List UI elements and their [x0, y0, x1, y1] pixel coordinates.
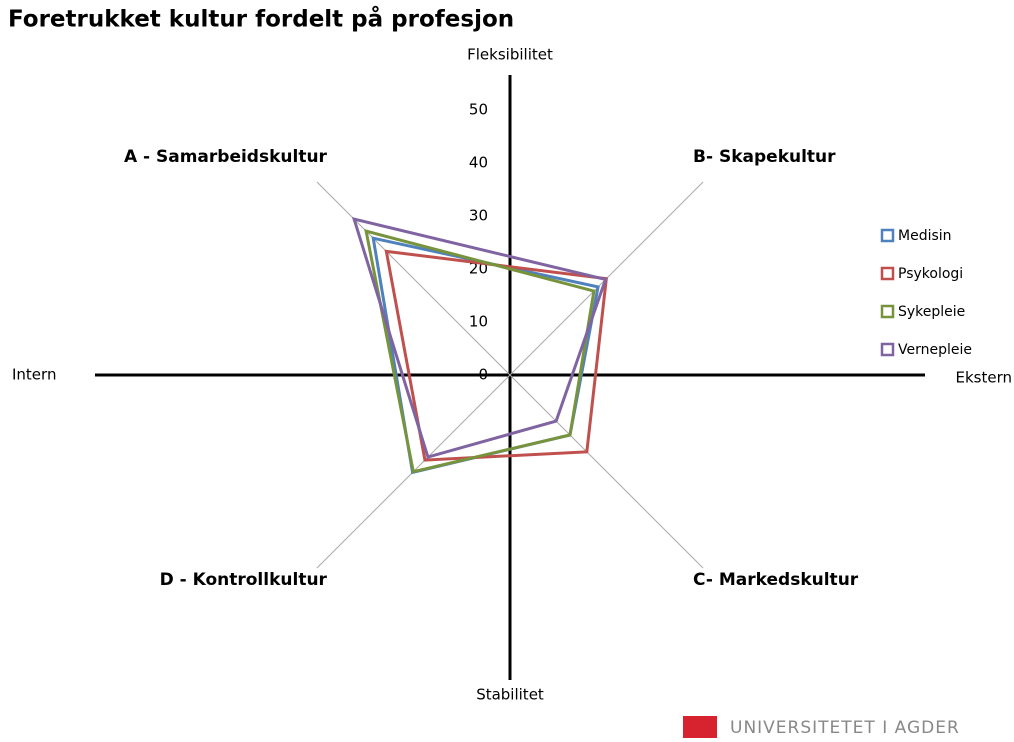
series-line	[351, 217, 608, 459]
r-tick-label: 0	[478, 366, 488, 384]
spoke	[316, 181, 511, 376]
legend-swatch	[880, 266, 895, 281]
legend-label: Psykologi	[898, 266, 963, 282]
chart-title: Foretrukket kultur fordelt på profesjon	[8, 6, 514, 33]
legend-label: Medisin	[898, 228, 952, 244]
axis-label-bottom: Stabilitet	[476, 686, 544, 704]
series-line	[384, 249, 608, 462]
axis-label-top: Fleksibilitet	[467, 46, 553, 64]
legend-label: Vernepleie	[898, 342, 972, 358]
category-label: B- Skapekultur	[693, 147, 836, 167]
spoke	[509, 374, 704, 569]
series-line	[364, 229, 596, 474]
logo: UNIVERSITETET I AGDER	[683, 716, 960, 738]
legend-swatch	[880, 228, 895, 243]
legend-label: Sykepleie	[898, 304, 965, 320]
r-tick-label: 10	[469, 313, 488, 331]
r-tick-label: 40	[469, 154, 488, 172]
category-label: C- Markedskultur	[693, 570, 859, 590]
legend-swatch	[880, 342, 895, 357]
legend-swatch	[880, 304, 895, 319]
category-label: D - Kontrollkultur	[160, 570, 328, 590]
r-tick-label: 50	[469, 101, 488, 119]
category-label: A - Samarbeidskultur	[124, 147, 328, 167]
r-tick-label: 30	[469, 207, 488, 225]
logo-icon	[683, 716, 717, 738]
logo-text: UNIVERSITETET I AGDER	[730, 718, 960, 738]
axis-label-left: Intern	[12, 366, 56, 384]
axis-label-right: Ekstern	[956, 369, 1013, 387]
